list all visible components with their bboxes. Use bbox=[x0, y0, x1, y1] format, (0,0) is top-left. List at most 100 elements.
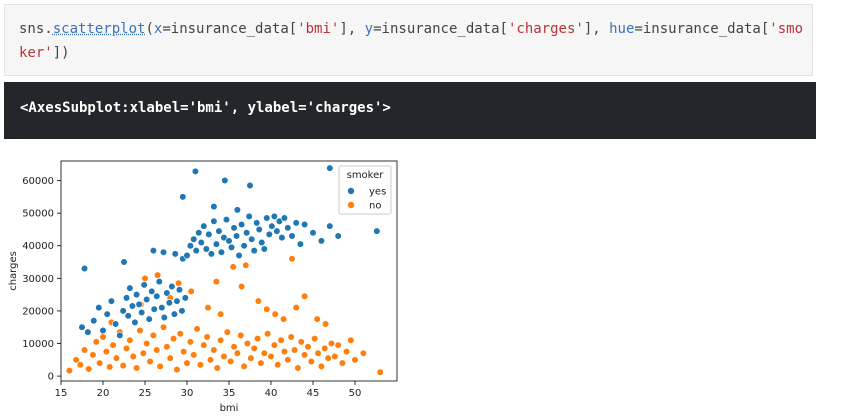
code-token: insurance_data[ bbox=[170, 21, 298, 37]
data-point-yes bbox=[173, 297, 181, 305]
data-point-no bbox=[190, 351, 198, 359]
data-point-no bbox=[187, 287, 195, 295]
data-point-yes bbox=[153, 292, 161, 300]
data-point-no bbox=[154, 271, 162, 279]
data-point-no bbox=[247, 354, 255, 362]
data-point-yes bbox=[263, 214, 271, 222]
data-point-yes bbox=[165, 299, 173, 307]
legend-marker-yes bbox=[347, 187, 355, 195]
data-point-yes bbox=[217, 248, 226, 256]
y-tick-label: 40000 bbox=[22, 241, 54, 252]
code-string: 'smoker' bbox=[19, 21, 804, 61]
legend: smoker yes no bbox=[338, 165, 392, 215]
data-point-yes bbox=[296, 240, 305, 248]
code-string: 'bmi' bbox=[297, 21, 340, 37]
data-point-no bbox=[297, 338, 305, 346]
data-point-yes bbox=[258, 238, 266, 247]
code-cell[interactable]: sns.scatterplot(x=insurance_data['bmi'],… bbox=[4, 4, 813, 76]
data-point-no bbox=[250, 344, 258, 353]
data-point-yes bbox=[260, 245, 268, 253]
data-point-no bbox=[321, 344, 329, 353]
data-point-no bbox=[253, 335, 262, 343]
y-tick-label: 10000 bbox=[22, 339, 54, 350]
code-function-name[interactable]: scatterplot bbox=[52, 21, 146, 37]
data-point-yes bbox=[243, 229, 251, 237]
data-point-no bbox=[163, 343, 171, 351]
x-tick-label: 40 bbox=[265, 388, 278, 399]
data-point-no bbox=[143, 339, 151, 348]
data-point-no bbox=[307, 357, 315, 366]
data-point-yes bbox=[119, 307, 127, 315]
data-point-yes bbox=[240, 242, 248, 250]
data-point-no bbox=[196, 361, 205, 369]
data-point-no bbox=[212, 277, 220, 286]
data-point-yes bbox=[186, 242, 194, 250]
data-point-no bbox=[76, 361, 84, 369]
data-point-yes bbox=[317, 237, 326, 245]
data-point-no bbox=[96, 359, 104, 367]
data-point-no bbox=[122, 344, 131, 353]
data-point-no bbox=[264, 330, 272, 338]
data-point-no bbox=[270, 341, 278, 349]
code-token: = bbox=[634, 21, 643, 37]
data-point-yes bbox=[145, 315, 153, 323]
data-point-yes bbox=[90, 317, 98, 325]
data-point-no bbox=[280, 348, 289, 356]
data-point-yes bbox=[309, 229, 317, 237]
data-point-no bbox=[166, 354, 174, 362]
code-token: ], bbox=[583, 21, 610, 37]
data-point-no bbox=[288, 255, 296, 263]
data-point-yes bbox=[99, 326, 107, 335]
data-point-no bbox=[322, 320, 330, 328]
code-text[interactable]: sns.scatterplot(x=insurance_data['bmi'],… bbox=[19, 17, 809, 65]
data-point-yes bbox=[140, 281, 148, 289]
data-point-no bbox=[301, 292, 309, 300]
data-points bbox=[65, 164, 384, 376]
data-point-no bbox=[119, 362, 127, 370]
code-token: = bbox=[373, 21, 382, 37]
data-point-no bbox=[186, 338, 194, 346]
data-point-no bbox=[141, 274, 149, 282]
scatter-plot: 15 20 25 30 35 40 45 50 0 10000 20000 30000 40000 500… bbox=[8, 160, 398, 414]
data-point-no bbox=[156, 362, 164, 370]
data-point-yes bbox=[190, 235, 198, 243]
data-point-no bbox=[267, 352, 275, 361]
data-point-yes bbox=[150, 305, 158, 313]
data-point-no bbox=[287, 333, 295, 341]
code-keyword: hue bbox=[609, 21, 635, 37]
data-point-no bbox=[233, 349, 241, 357]
data-point-no bbox=[139, 349, 147, 357]
data-point-no bbox=[237, 331, 245, 339]
data-point-yes bbox=[84, 328, 92, 336]
x-tick-label: 30 bbox=[181, 388, 194, 399]
data-point-no bbox=[376, 368, 384, 376]
data-point-yes bbox=[195, 229, 203, 237]
data-point-yes bbox=[373, 227, 381, 235]
data-point-no bbox=[213, 364, 221, 372]
data-point-yes bbox=[280, 214, 289, 222]
data-point-yes bbox=[135, 300, 143, 309]
code-token: insurance_data[ bbox=[381, 21, 508, 37]
data-point-no bbox=[85, 365, 93, 373]
data-point-yes bbox=[233, 206, 241, 214]
y-axis-label: charges bbox=[8, 251, 19, 291]
data-point-no bbox=[277, 336, 285, 344]
data-point-no bbox=[175, 279, 183, 287]
data-point-yes bbox=[212, 240, 220, 248]
data-point-no bbox=[331, 352, 339, 361]
data-point-yes bbox=[128, 302, 136, 310]
data-point-yes bbox=[116, 331, 124, 339]
data-point-yes bbox=[171, 250, 179, 258]
code-keyword: x bbox=[153, 21, 163, 37]
data-point-no bbox=[169, 335, 178, 343]
data-point-no bbox=[102, 348, 110, 356]
x-tick-label: 20 bbox=[97, 388, 110, 399]
data-point-yes bbox=[178, 307, 186, 315]
data-point-yes bbox=[131, 318, 139, 326]
data-point-no bbox=[210, 346, 218, 354]
data-point-no bbox=[173, 365, 181, 374]
data-point-yes bbox=[175, 286, 184, 294]
data-point-no bbox=[153, 346, 161, 354]
data-point-no bbox=[240, 362, 248, 370]
legend-label-yes: yes bbox=[369, 187, 386, 198]
